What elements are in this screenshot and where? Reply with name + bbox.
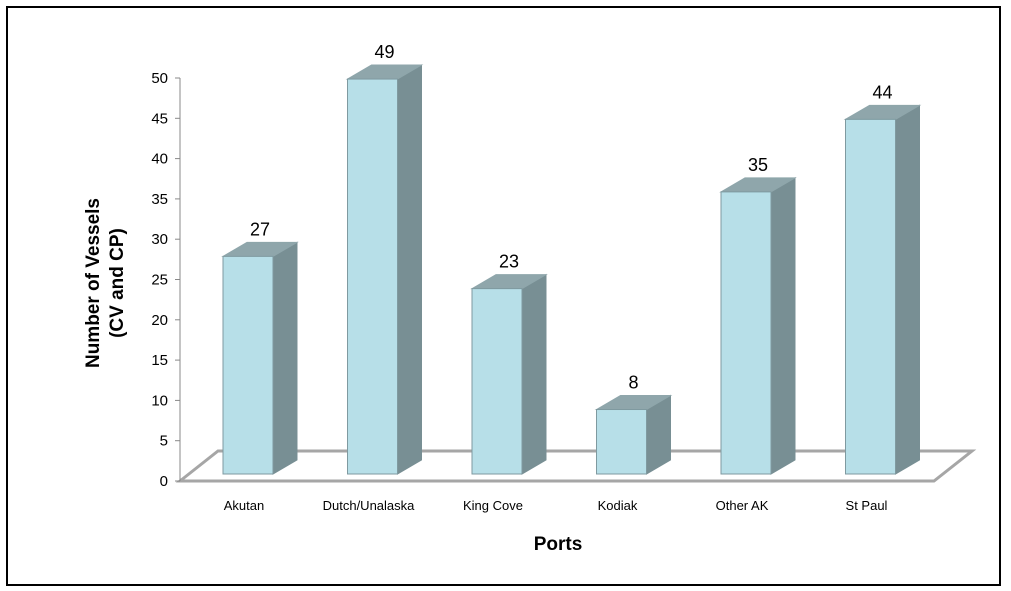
bar-front-face bbox=[347, 78, 398, 475]
y-tick-label: 20 bbox=[151, 312, 168, 329]
x-tick-label: King Cove bbox=[463, 498, 523, 513]
y-tick-label: 0 bbox=[160, 473, 168, 490]
data-label: 27 bbox=[250, 219, 270, 239]
x-tick-label: Dutch/Unalaska bbox=[323, 498, 416, 513]
y-tick-label: 25 bbox=[151, 272, 168, 289]
data-label: 44 bbox=[872, 82, 892, 102]
bar-front-face bbox=[471, 288, 523, 475]
y-axis-title-line: (CV and CP) bbox=[107, 228, 128, 338]
y-tick-label: 45 bbox=[151, 110, 168, 127]
x-axis-labels: Akutan Dutch/Unalaska King Cove Kodiak Other… bbox=[224, 498, 888, 513]
y-tick-label: 40 bbox=[151, 151, 168, 168]
data-label: 49 bbox=[374, 42, 394, 62]
y-axis-title: Number of Vessels (CV and CP) bbox=[83, 198, 128, 368]
bar-side-face bbox=[397, 64, 422, 475]
chart-floor bbox=[175, 449, 977, 483]
bar: 49 bbox=[345, 42, 424, 475]
data-label: 35 bbox=[748, 155, 768, 175]
x-axis-title: Ports bbox=[534, 534, 583, 555]
y-tick-label: 5 bbox=[160, 433, 168, 450]
x-tick-label: Kodiak bbox=[598, 498, 638, 513]
data-label: 8 bbox=[628, 373, 638, 393]
y-axis-title-line: Number of Vessels bbox=[83, 198, 104, 368]
x-tick-label: Other AK bbox=[716, 498, 769, 513]
bar: 23 bbox=[470, 252, 548, 475]
bar-front-face bbox=[845, 118, 896, 475]
bar: 35 bbox=[719, 155, 797, 475]
bar-front-face bbox=[596, 409, 647, 475]
y-tick-label: 15 bbox=[151, 352, 168, 369]
y-axis: 0 5 10 15 20 25 30 35 40 45 50 bbox=[151, 70, 181, 490]
bar-side-face bbox=[272, 241, 298, 475]
y-tick-label: 30 bbox=[151, 231, 168, 248]
floor-outline bbox=[175, 449, 977, 483]
y-tick-label: 10 bbox=[151, 392, 168, 409]
data-label: 23 bbox=[499, 252, 519, 272]
bar-side-face bbox=[770, 177, 796, 475]
bar-side-face bbox=[521, 273, 547, 475]
y-tick-label: 50 bbox=[151, 70, 168, 87]
bar: 44 bbox=[843, 82, 922, 475]
bar-side-face bbox=[895, 104, 920, 475]
bars: 27 49 23 8 35 44 bbox=[221, 42, 922, 475]
y-tick-label: 35 bbox=[151, 191, 168, 208]
bar: 8 bbox=[594, 373, 673, 475]
bar-front-face bbox=[222, 255, 274, 475]
x-tick-label: St Paul bbox=[846, 498, 888, 513]
x-tick-label: Akutan bbox=[224, 498, 264, 513]
bar: 27 bbox=[221, 219, 299, 475]
bar-front-face bbox=[720, 191, 772, 475]
